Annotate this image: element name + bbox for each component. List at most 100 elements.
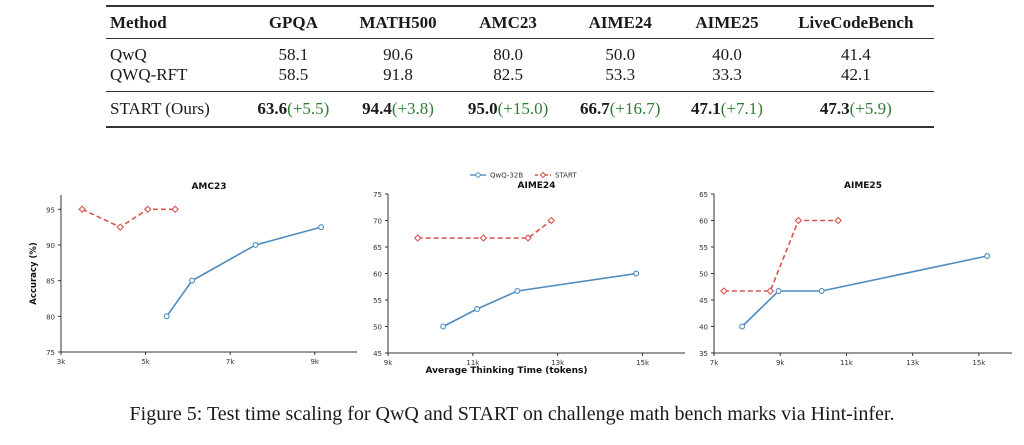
aime25-y-tick-label: 55 — [699, 244, 708, 252]
cell-value-ours: 47.1(+7.1) — [676, 91, 778, 128]
aime25-y-tick-label: 60 — [699, 218, 708, 226]
aime24-chart-title: AIME24 — [518, 181, 556, 191]
row-method: START (Ours) — [106, 91, 243, 128]
amc23-y-tick-label: 85 — [46, 278, 55, 286]
legend-start-label: START — [555, 172, 577, 180]
legend-start-marker — [539, 171, 547, 179]
aime24-y-tick-label: 75 — [373, 191, 382, 199]
header-math500: MATH500 — [344, 5, 452, 39]
row-method: QWQ-RFT — [110, 65, 188, 84]
results-table: Method GPQA MATH500 AMC23 AIME24 AIME25 … — [106, 5, 934, 128]
amc23-start-line — [81, 208, 176, 229]
amc23-qwq-point — [318, 224, 325, 231]
aime25-y-tick-label: 45 — [699, 297, 708, 305]
header-amc23: AMC23 — [452, 5, 565, 39]
aime25-y-tick-label: 40 — [699, 324, 708, 332]
cell-value: 42.1 — [840, 65, 871, 84]
aime24-qwq-point — [633, 270, 640, 277]
header-aime25: AIME25 — [676, 5, 778, 39]
amc23-start-point — [171, 205, 179, 214]
cell-value-ours: 47.3(+5.9) — [777, 91, 934, 128]
amc23-y-tick-label: 95 — [46, 206, 55, 214]
cell-value: 58.1 — [278, 45, 309, 64]
aime24-start-point — [547, 216, 556, 225]
table-row: QWQ-RFT 58.5 91.8 82.5 53.3 33.3 42.1 — [106, 65, 934, 92]
amc23-qwq-point — [189, 277, 196, 284]
aime25-y-tick-label: 50 — [699, 271, 708, 279]
aime25-chart-title: AIME25 — [844, 181, 882, 191]
amc23-x-tick-label: 7k — [226, 358, 235, 366]
amc23-start-point — [78, 205, 86, 214]
aime24-start-point — [524, 234, 532, 242]
header-gpqa: GPQA — [242, 5, 345, 39]
amc23-x-tick-label: 9k — [310, 358, 319, 366]
aime24-qwq-point — [474, 306, 481, 312]
aime24-start-line — [417, 219, 552, 239]
aime25-start-point — [766, 287, 775, 295]
cell-value: 58.5 — [278, 65, 309, 84]
aime24-x-tick-label: 9k — [384, 359, 393, 367]
aime24-start-point — [479, 234, 488, 242]
aime24-x-tick-label: 11k — [466, 359, 480, 367]
aime25-x-tick-label: 11k — [840, 359, 854, 367]
cell-value-ours: 94.4(+3.8) — [344, 91, 452, 128]
aime24-qwq-point — [514, 288, 521, 294]
table-row: QwQ 58.1 90.6 80.0 50.0 40.0 41.4 — [106, 39, 934, 66]
aime25-qwq-point — [818, 288, 825, 294]
results-table-container: Method GPQA MATH500 AMC23 AIME24 AIME25 … — [106, 5, 934, 128]
amc23-x-tick-label: 5k — [141, 358, 150, 366]
aime24-y-tick-label: 60 — [373, 271, 382, 279]
aime25-start-point — [794, 216, 803, 225]
cell-value-ours: 66.7(+16.7) — [564, 91, 677, 128]
row-method: QwQ — [110, 45, 147, 64]
aime25-x-tick-label: 9k — [776, 359, 785, 367]
aime25-x-tick-label: 15k — [972, 359, 986, 367]
cell-value: 41.4 — [840, 45, 871, 64]
ours-score: 94.4 — [362, 99, 392, 118]
ours-delta: (+16.7) — [609, 99, 661, 118]
cell-value: 91.8 — [383, 65, 413, 84]
aime25-x-tick-label: 13k — [906, 359, 920, 367]
cell-value: 53.3 — [605, 65, 636, 84]
ours-score: 47.3 — [819, 99, 850, 118]
amc23-qwq-point — [252, 242, 259, 248]
amc23-start-point — [143, 205, 152, 214]
aime24-y-tick-label: 55 — [373, 297, 382, 305]
amc23-qwq-line — [166, 226, 322, 317]
aime25-qwq-line — [741, 255, 988, 328]
figure-caption: Figure 5: Test time scaling for QwQ and … — [129, 403, 895, 425]
amc23-y-tick-label: 75 — [46, 349, 55, 357]
ours-score: 66.7 — [580, 99, 610, 118]
cell-value-ours: 95.0(+15.0) — [452, 91, 565, 128]
scaling-figure: AMC23 75 80 85 90 95 3k 5k 7k 9k Accuracy (%) AIME2… — [29, 171, 1012, 376]
ours-score: 63.6 — [257, 99, 288, 118]
ours-score: 95.0 — [467, 99, 498, 118]
aime24-start-point — [413, 234, 422, 242]
table-header-row: Method GPQA MATH500 AMC23 AIME24 AIME25 … — [106, 5, 934, 39]
ours-score: 47.1 — [691, 99, 721, 118]
aime25-qwq-point — [739, 323, 746, 330]
amc23-chart-title: AMC23 — [191, 182, 226, 192]
amc23-start-point — [116, 223, 124, 231]
cell-value: 33.3 — [712, 65, 742, 84]
aime25-start-point — [720, 287, 728, 295]
ours-delta: (+15.0) — [497, 99, 549, 118]
aime24-x-tick-label: 15k — [636, 359, 650, 367]
aime25-qwq-point — [775, 288, 782, 294]
amc23-y-axis-label: Accuracy (%) — [29, 242, 39, 305]
amc23-y-tick-label: 80 — [46, 313, 55, 321]
table-row-ours: START (Ours) 63.6(+5.5) 94.4(+3.8) 95.0(… — [106, 91, 934, 128]
cell-value: 90.6 — [383, 45, 413, 64]
cell-value: 82.5 — [493, 65, 523, 84]
amc23-y-tick-label: 90 — [46, 242, 55, 250]
aime24-x-axis-label: Average Thinking Time (tokens) — [425, 366, 587, 376]
aime25-start-point — [834, 216, 842, 225]
header-livecodebench: LiveCodeBench — [777, 5, 934, 39]
cell-value: 50.0 — [605, 45, 636, 64]
aime24-y-tick-label: 45 — [373, 350, 382, 358]
legend-qwq-marker — [475, 172, 481, 178]
aime24-y-tick-label: 65 — [373, 244, 382, 252]
cell-value-ours: 63.6(+5.5) — [242, 91, 345, 128]
aime24-y-tick-label: 70 — [373, 218, 382, 226]
amc23-x-tick-label: 3k — [57, 358, 66, 366]
